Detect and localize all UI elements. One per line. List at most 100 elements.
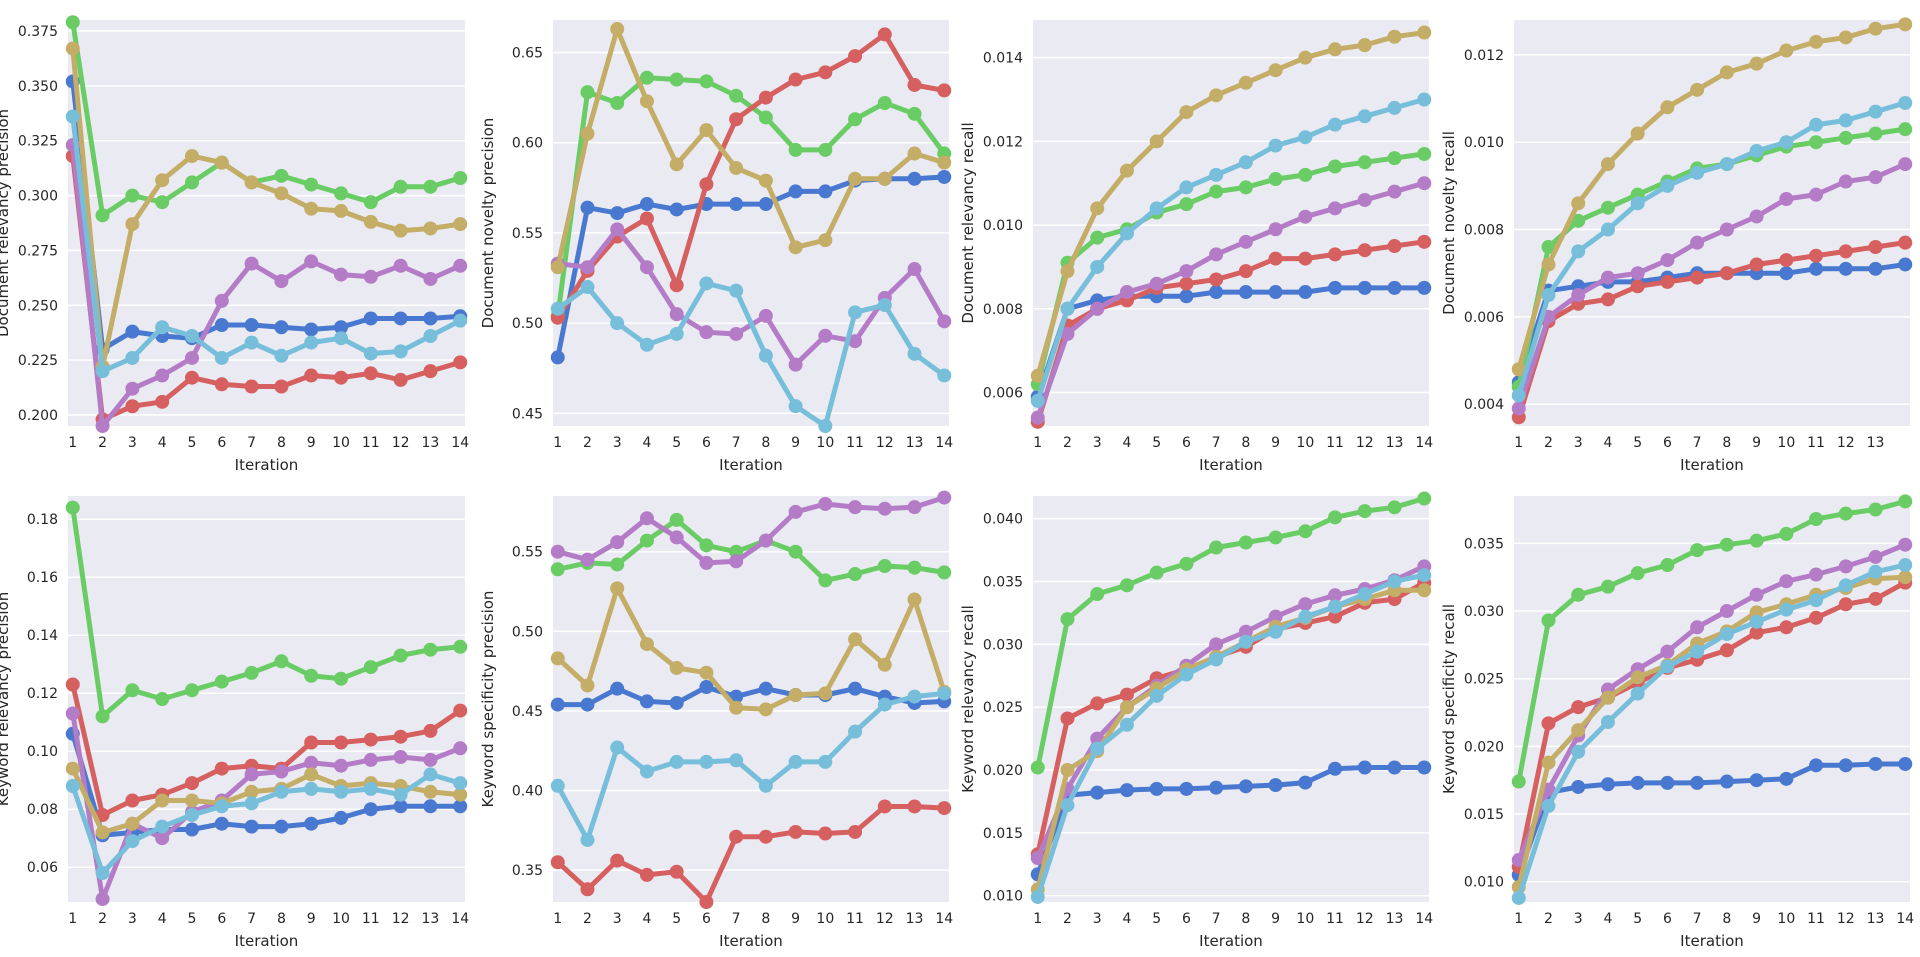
data-point — [393, 311, 408, 326]
y-tick-label: 0.035 — [1464, 536, 1504, 552]
data-point — [214, 816, 229, 831]
data-point — [65, 761, 80, 776]
x-tick-label: 7 — [732, 435, 741, 451]
x-tick-label: 7 — [1693, 435, 1702, 451]
data-point — [1328, 280, 1343, 295]
data-point — [214, 377, 229, 392]
data-point — [423, 364, 438, 379]
x-tick-label: 7 — [1212, 911, 1221, 927]
data-point — [1268, 172, 1283, 187]
data-point — [639, 70, 654, 85]
data-point — [1417, 25, 1432, 40]
data-point — [580, 882, 595, 897]
data-point — [1898, 235, 1913, 250]
data-point — [907, 799, 922, 814]
data-point — [580, 280, 595, 295]
data-point — [550, 778, 565, 793]
data-point — [393, 372, 408, 387]
data-point — [214, 799, 229, 814]
data-point — [125, 683, 140, 698]
series-gold — [550, 22, 952, 275]
data-point — [1238, 285, 1253, 300]
x-tick-label: 12 — [1837, 911, 1855, 927]
data-point — [848, 724, 863, 739]
x-tick-label: 6 — [1663, 911, 1672, 927]
data-point — [729, 753, 744, 768]
y-axis-label: Keyword relevancy precision — [0, 592, 12, 806]
series-gold — [1511, 17, 1913, 377]
data-point — [244, 665, 259, 680]
x-tick-label: 7 — [732, 911, 741, 927]
data-point — [758, 829, 773, 844]
data-point — [274, 348, 289, 363]
y-tick-label: 0.55 — [512, 545, 543, 561]
y-tick-label: 0.50 — [512, 316, 543, 332]
data-point — [580, 697, 595, 712]
data-point — [1298, 251, 1313, 266]
data-point — [550, 301, 565, 316]
data-point — [334, 784, 349, 799]
data-point — [1179, 197, 1194, 212]
y-tick-label: 0.65 — [512, 45, 543, 61]
data-point — [1779, 602, 1794, 617]
data-point — [304, 816, 319, 831]
x-axis-label: Iteration — [1680, 456, 1744, 474]
x-tick-label: 13 — [906, 435, 924, 451]
data-point — [907, 592, 922, 607]
data-point — [788, 142, 803, 157]
data-point — [1630, 670, 1645, 685]
data-point — [699, 177, 714, 192]
x-tick-label: 1 — [1514, 435, 1523, 451]
data-point — [1268, 609, 1283, 624]
data-point — [393, 179, 408, 194]
data-point — [1779, 43, 1794, 58]
x-tick-label: 14 — [1415, 911, 1433, 927]
data-point — [550, 697, 565, 712]
data-point — [334, 735, 349, 750]
data-point — [1838, 30, 1853, 45]
data-point — [1749, 533, 1764, 548]
x-tick-label: 4 — [642, 911, 651, 927]
data-point — [1090, 785, 1105, 800]
x-tick-label: 7 — [247, 911, 256, 927]
data-point — [214, 318, 229, 333]
data-point — [758, 308, 773, 323]
data-point — [184, 329, 199, 344]
data-point — [1660, 274, 1675, 289]
y-tick-label: 0.50 — [512, 624, 543, 640]
data-point — [1719, 266, 1734, 281]
x-tick-label: 1 — [553, 435, 562, 451]
data-point — [1898, 157, 1913, 172]
x-tick-label: 3 — [1093, 911, 1102, 927]
data-point — [125, 816, 140, 831]
x-tick-label: 8 — [277, 435, 286, 451]
data-point — [184, 808, 199, 822]
data-point — [393, 648, 408, 663]
data-point — [1268, 778, 1283, 793]
series-red — [65, 677, 468, 822]
data-point — [699, 665, 714, 680]
data-point — [1060, 612, 1075, 627]
data-point — [1209, 637, 1224, 652]
data-point — [155, 173, 170, 188]
data-point — [1809, 248, 1824, 263]
data-point — [1868, 756, 1883, 771]
data-point — [125, 188, 140, 203]
data-point — [1838, 174, 1853, 189]
data-point — [729, 700, 744, 715]
data-point — [610, 96, 625, 111]
data-point — [423, 799, 438, 814]
y-axis-label: Document novelty precision — [479, 118, 497, 329]
data-point — [95, 825, 110, 840]
data-point — [877, 298, 892, 313]
data-point — [699, 754, 714, 769]
data-point — [610, 22, 625, 37]
y-tick-label: 0.300 — [18, 189, 58, 205]
x-tick-label: 6 — [702, 911, 711, 927]
data-point — [125, 399, 140, 414]
data-point — [1119, 687, 1134, 702]
data-point — [304, 735, 319, 750]
data-point — [639, 260, 654, 275]
x-tick-label: 3 — [1574, 911, 1583, 927]
data-point — [877, 501, 892, 516]
